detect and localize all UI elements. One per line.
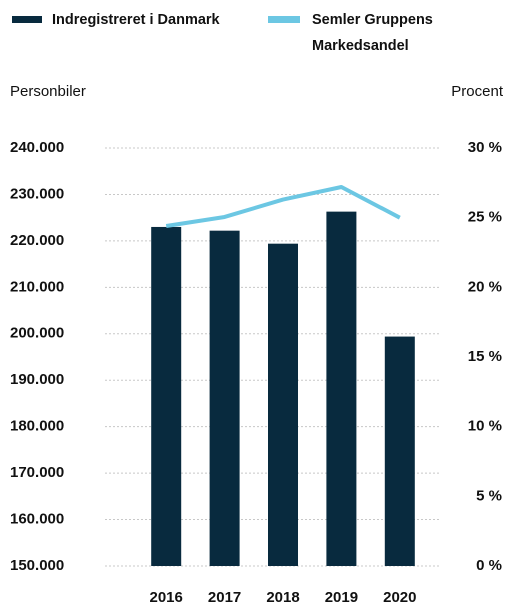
- y-tick-label: 160.000: [10, 511, 64, 528]
- y2-tick-label: 15 %: [468, 348, 502, 365]
- x-tick-label: 2017: [208, 589, 241, 605]
- x-tick-label: 2016: [150, 589, 183, 605]
- legend-swatch: [268, 16, 300, 23]
- bar: [384, 336, 415, 566]
- y-tick-label: 150.000: [10, 557, 64, 574]
- x-tick-label: 2020: [383, 589, 416, 605]
- y-tick-label: 180.000: [10, 418, 64, 435]
- y2-tick-label: 0 %: [476, 557, 502, 574]
- y2-tick-label: 10 %: [468, 418, 502, 435]
- y2-tick-label: 30 %: [468, 139, 502, 156]
- y-tick-label: 190.000: [10, 371, 64, 388]
- bar: [151, 226, 182, 566]
- y2-axis-label: Procent: [451, 83, 504, 100]
- legend-label: Indregistreret i Danmark: [52, 12, 220, 28]
- y2-tick-label: 25 %: [468, 209, 502, 226]
- bar: [209, 230, 240, 566]
- y-tick-label: 210.000: [10, 278, 64, 295]
- y-tick-label: 170.000: [10, 464, 64, 481]
- y-tick-label: 220.000: [10, 232, 64, 249]
- legend-swatch: [12, 16, 42, 23]
- y2-tick-label: 5 %: [476, 487, 502, 504]
- y-tick-label: 230.000: [10, 185, 64, 202]
- bar: [326, 211, 357, 566]
- x-tick-label: 2019: [325, 589, 358, 605]
- y-tick-label: 240.000: [10, 139, 64, 156]
- y-tick-label: 200.000: [10, 325, 64, 342]
- y-axis-label: Personbiler: [10, 83, 86, 100]
- x-tick-label: 2018: [266, 589, 299, 605]
- bar: [268, 243, 298, 567]
- y2-tick-label: 20 %: [468, 278, 502, 295]
- line: [165, 185, 401, 229]
- legend-label: Semler Gruppens Markedsandel: [312, 12, 433, 54]
